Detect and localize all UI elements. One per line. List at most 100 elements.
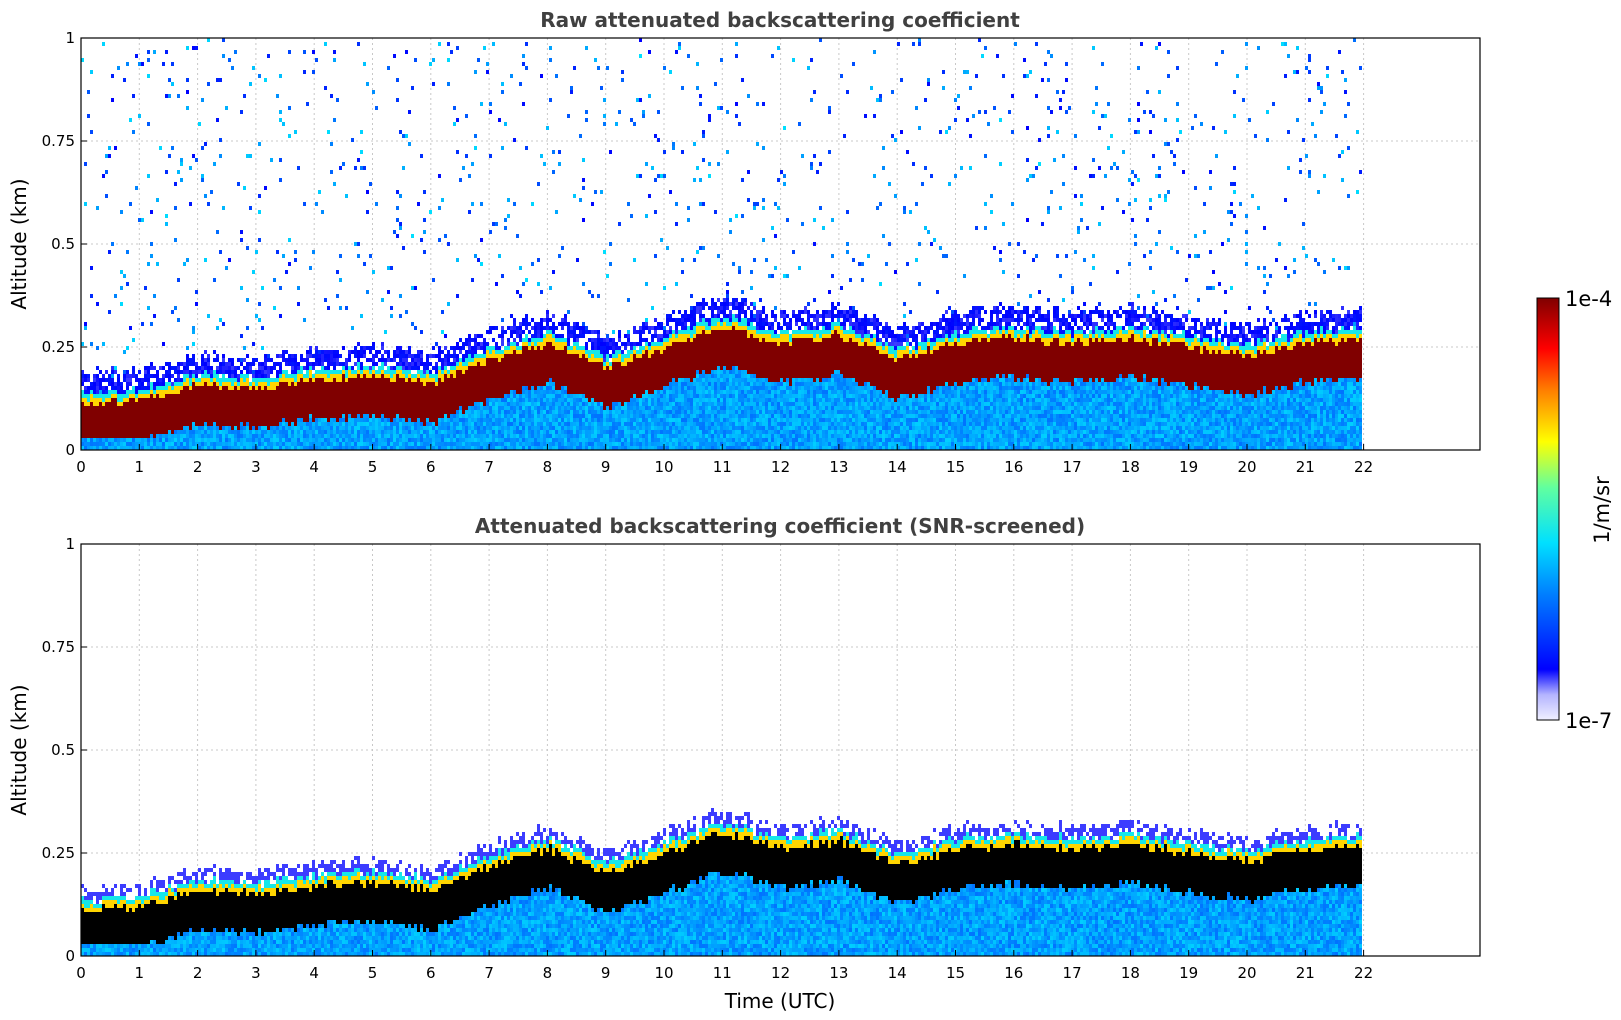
heatmap-cell: [600, 386, 603, 390]
heatmap-cell: [450, 430, 453, 434]
heatmap-cell: [216, 394, 219, 398]
heatmap-cell: [387, 382, 390, 386]
heatmap-cell: [417, 422, 420, 426]
heatmap-cell: [252, 378, 255, 382]
heatmap-cell: [498, 406, 501, 410]
heatmap-cell: [183, 398, 186, 402]
heatmap-cell: [447, 430, 450, 434]
heatmap-cell: [534, 414, 537, 418]
heatmap-cell: [546, 386, 549, 390]
heatmap-cell: [510, 334, 513, 338]
heatmap-cell: [306, 350, 309, 354]
heatmap-cell: [381, 402, 384, 406]
heatmap-cell: [387, 374, 390, 378]
heatmap-cell: [390, 442, 393, 446]
heatmap-cell: [597, 386, 600, 390]
heatmap-cell: [351, 370, 354, 374]
heatmap-cell: [396, 234, 399, 238]
heatmap-cell: [264, 422, 267, 426]
heatmap-cell: [462, 434, 465, 438]
heatmap-cell: [552, 374, 555, 378]
heatmap-cell: [237, 402, 240, 406]
heatmap-cell: [273, 434, 276, 438]
heatmap-cell: [279, 158, 282, 162]
heatmap-cell: [546, 398, 549, 402]
heatmap-cell: [555, 430, 558, 434]
heatmap-cell: [240, 402, 243, 406]
heatmap-cell: [186, 402, 189, 406]
heatmap-cell: [597, 422, 600, 426]
heatmap-cell: [465, 378, 468, 382]
heatmap-cell: [492, 410, 495, 414]
heatmap-cell: [531, 386, 534, 390]
heatmap-cell: [588, 446, 591, 450]
heatmap-cell: [420, 442, 423, 446]
heatmap-cell: [237, 406, 240, 410]
heatmap-cell: [357, 354, 360, 358]
heatmap-cell: [468, 350, 471, 354]
heatmap-cell: [348, 442, 351, 446]
heatmap-cell: [165, 418, 168, 422]
heatmap-cell: [516, 374, 519, 378]
heatmap-cell: [285, 422, 288, 426]
heatmap-cell: [516, 334, 519, 338]
heatmap-cell: [285, 398, 288, 402]
heatmap-cell: [594, 350, 597, 354]
heatmap-cell: [630, 442, 633, 446]
heatmap-cell: [354, 414, 357, 418]
heatmap-cell: [564, 346, 567, 350]
heatmap-cell: [372, 422, 375, 426]
heatmap-cell: [495, 386, 498, 390]
heatmap-cell: [561, 406, 564, 410]
heatmap-cell: [525, 42, 528, 46]
heatmap-cell: [219, 370, 222, 374]
heatmap-cell: [105, 370, 108, 374]
heatmap-cell: [315, 430, 318, 434]
heatmap-cell: [309, 434, 312, 438]
heatmap-cell: [111, 422, 114, 426]
heatmap-cell: [282, 418, 285, 422]
heatmap-cell: [399, 294, 402, 298]
heatmap-cell: [318, 422, 321, 426]
heatmap-cell: [405, 438, 408, 442]
heatmap-cell: [168, 406, 171, 410]
heatmap-cell: [495, 402, 498, 406]
heatmap-cell: [282, 386, 285, 390]
heatmap-cell: [477, 402, 480, 406]
heatmap-cell: [630, 414, 633, 418]
heatmap-cell: [519, 326, 522, 330]
heatmap-cell: [363, 418, 366, 422]
heatmap-cell: [414, 434, 417, 438]
heatmap-cell: [522, 402, 525, 406]
heatmap-cell: [240, 398, 243, 402]
heatmap-cell: [489, 154, 492, 158]
heatmap-cell: [510, 414, 513, 418]
heatmap-cell: [183, 390, 186, 394]
heatmap-cell: [516, 410, 519, 414]
heatmap-cell: [369, 426, 372, 430]
heatmap-cell: [96, 206, 99, 210]
heatmap-cell: [591, 294, 594, 298]
heatmap-cell: [150, 374, 153, 378]
heatmap-cell: [180, 386, 183, 390]
heatmap-cell: [234, 406, 237, 410]
heatmap-cell: [168, 94, 171, 98]
heatmap-cell: [615, 446, 618, 450]
heatmap-cell: [363, 370, 366, 374]
heatmap-cell: [441, 350, 444, 354]
heatmap-cell: [246, 390, 249, 394]
heatmap-cell: [543, 162, 546, 166]
heatmap-cell: [399, 390, 402, 394]
heatmap-cell: [504, 414, 507, 418]
heatmap-cell: [555, 326, 558, 330]
heatmap-cell: [120, 390, 123, 394]
heatmap-cell: [474, 382, 477, 386]
heatmap-cell: [156, 374, 159, 378]
heatmap-cell: [306, 398, 309, 402]
heatmap-cell: [294, 430, 297, 434]
heatmap-cell: [324, 354, 327, 358]
heatmap-cell: [216, 374, 219, 378]
heatmap-cell: [549, 418, 552, 422]
heatmap-cell: [303, 430, 306, 434]
heatmap-cell: [222, 322, 225, 326]
